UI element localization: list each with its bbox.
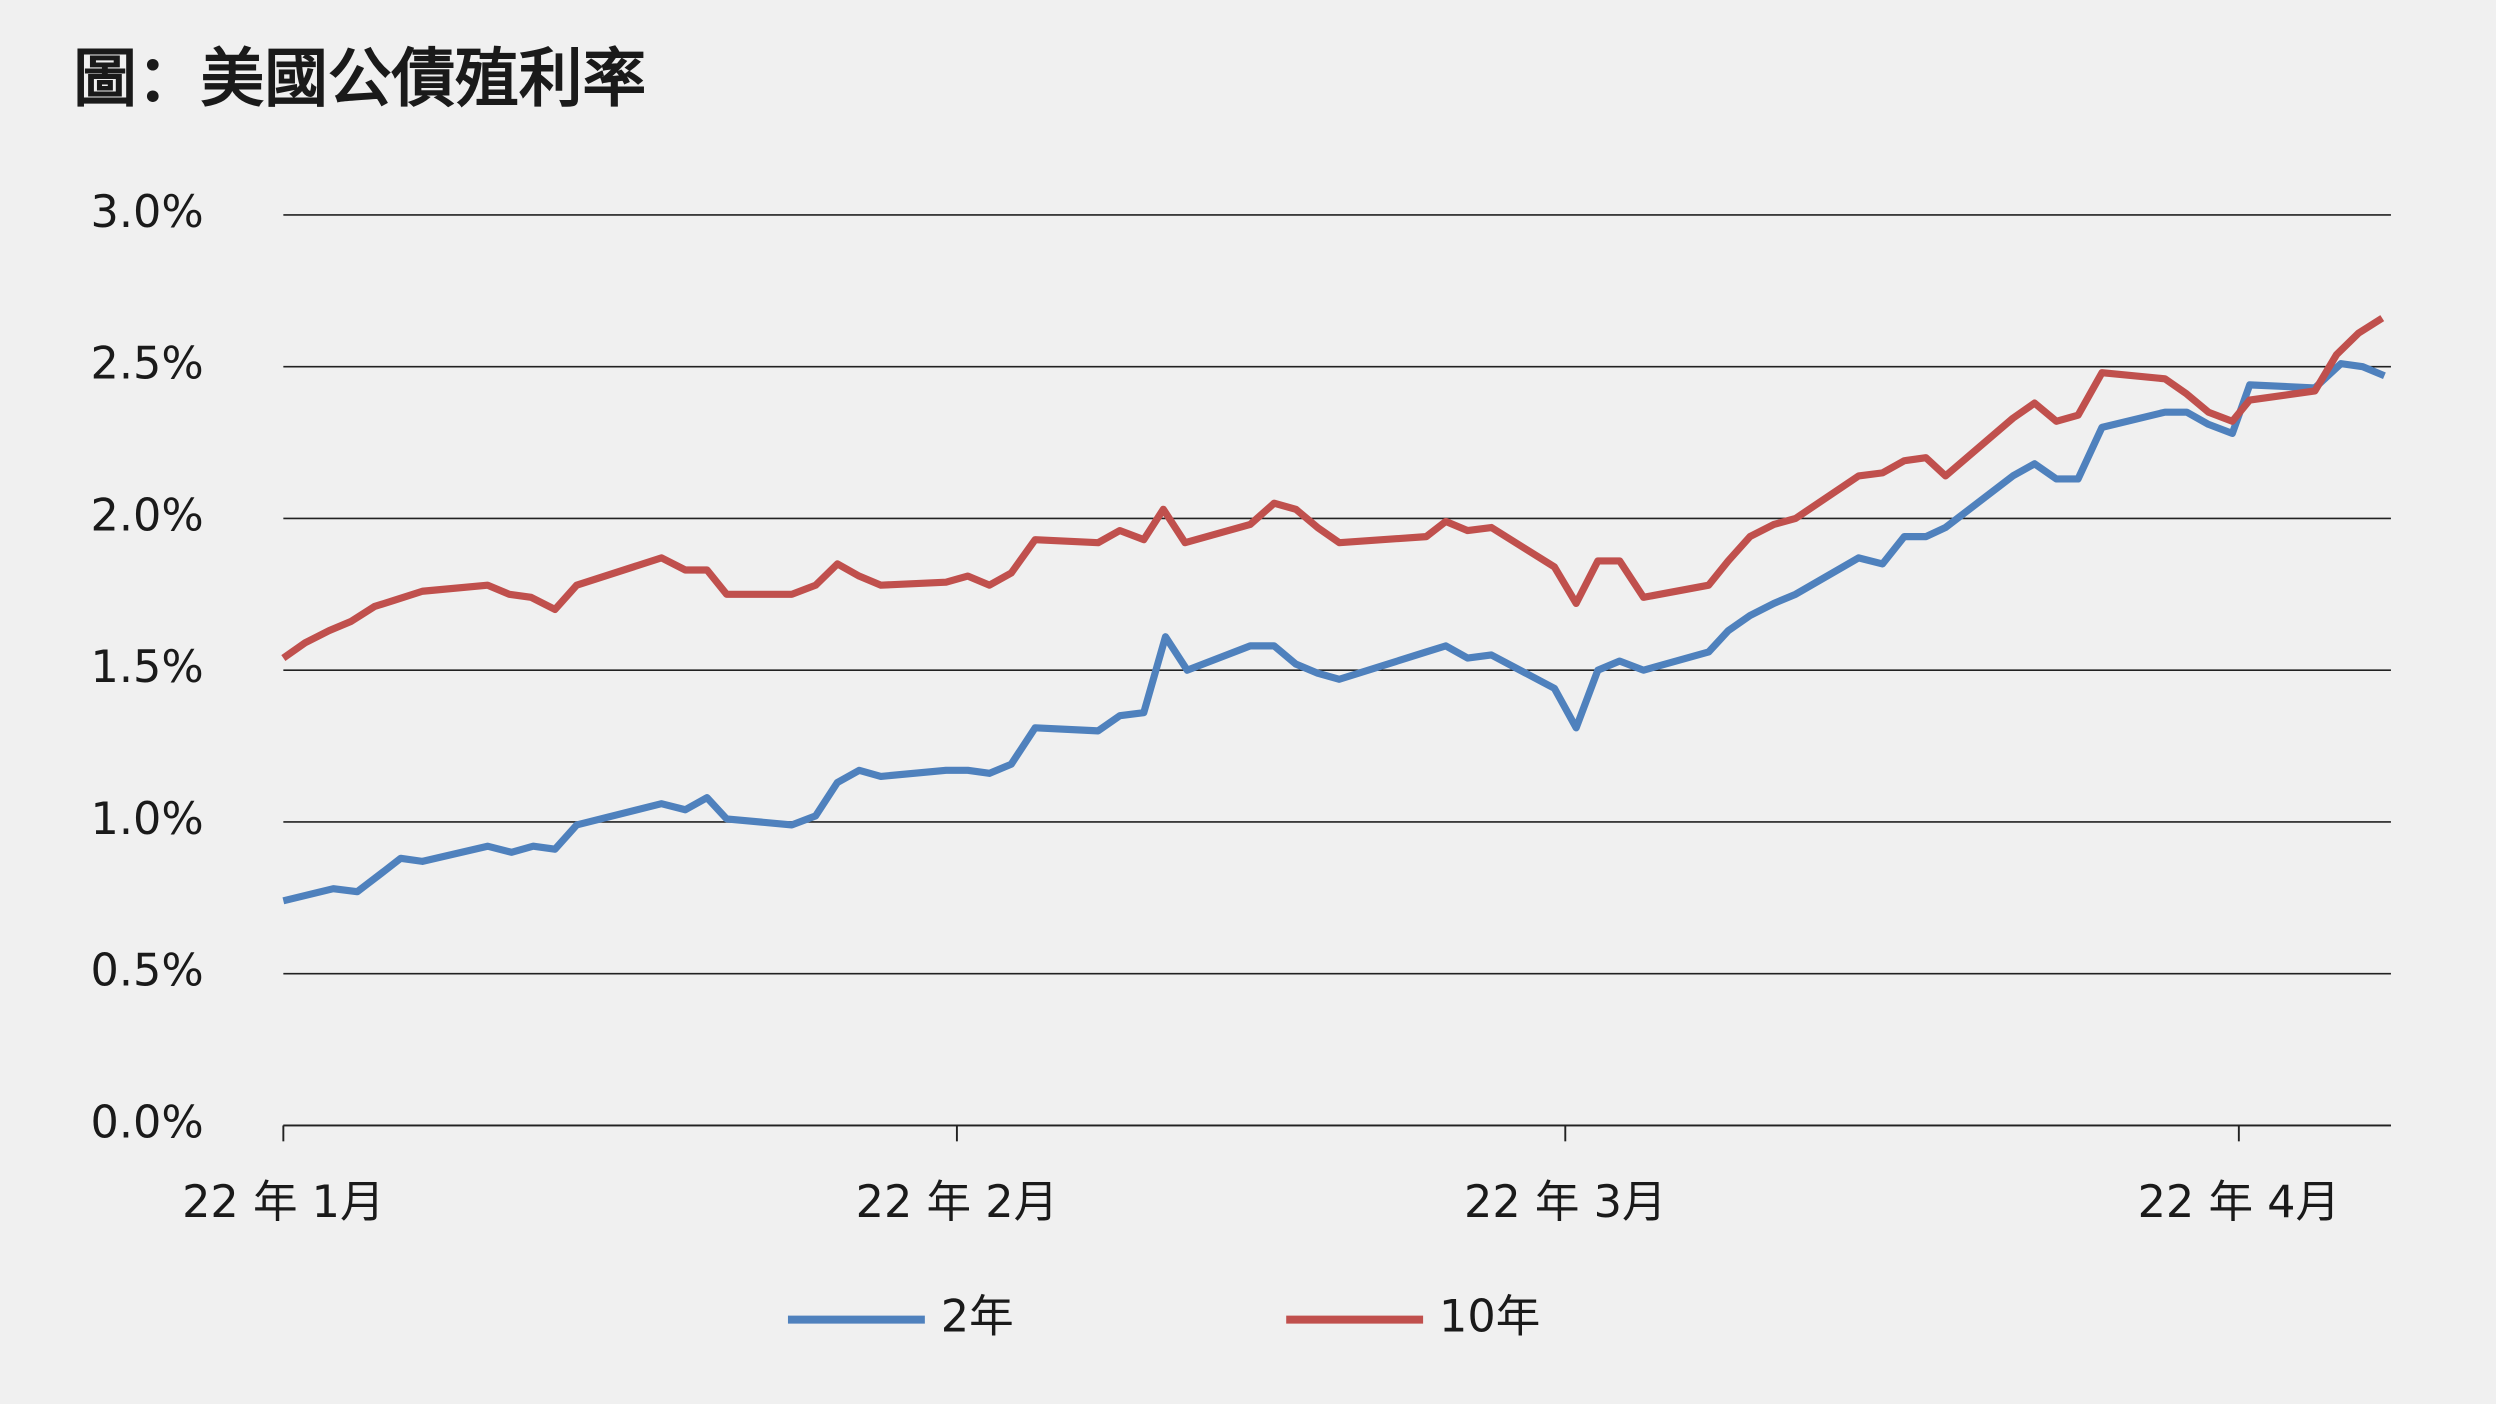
y-tick-label: 1.5% bbox=[91, 641, 204, 693]
x-tick-label: 22 年 2月 bbox=[856, 1176, 1059, 1228]
legend-label: 10年 bbox=[1439, 1291, 1540, 1343]
y-tick-label: 1.0% bbox=[91, 793, 204, 845]
legend-label: 2年 bbox=[941, 1291, 1014, 1343]
x-tick-label: 22 年 3月 bbox=[1464, 1176, 1667, 1228]
y-tick-label: 3.0% bbox=[91, 186, 204, 238]
y-tick-label: 2.5% bbox=[91, 338, 204, 390]
y-tick-label: 0.0% bbox=[91, 1096, 204, 1148]
y-tick-label: 2.0% bbox=[91, 489, 204, 541]
series-line bbox=[282, 360, 2386, 905]
y-tick-label: 0.5% bbox=[91, 945, 204, 997]
series-line bbox=[281, 315, 2385, 661]
x-tick-label: 22 年 4月 bbox=[2138, 1176, 2341, 1228]
chart-title: 圖：美國公債殖利率 bbox=[73, 42, 646, 116]
x-tick-label: 22 年 1月 bbox=[182, 1176, 385, 1228]
